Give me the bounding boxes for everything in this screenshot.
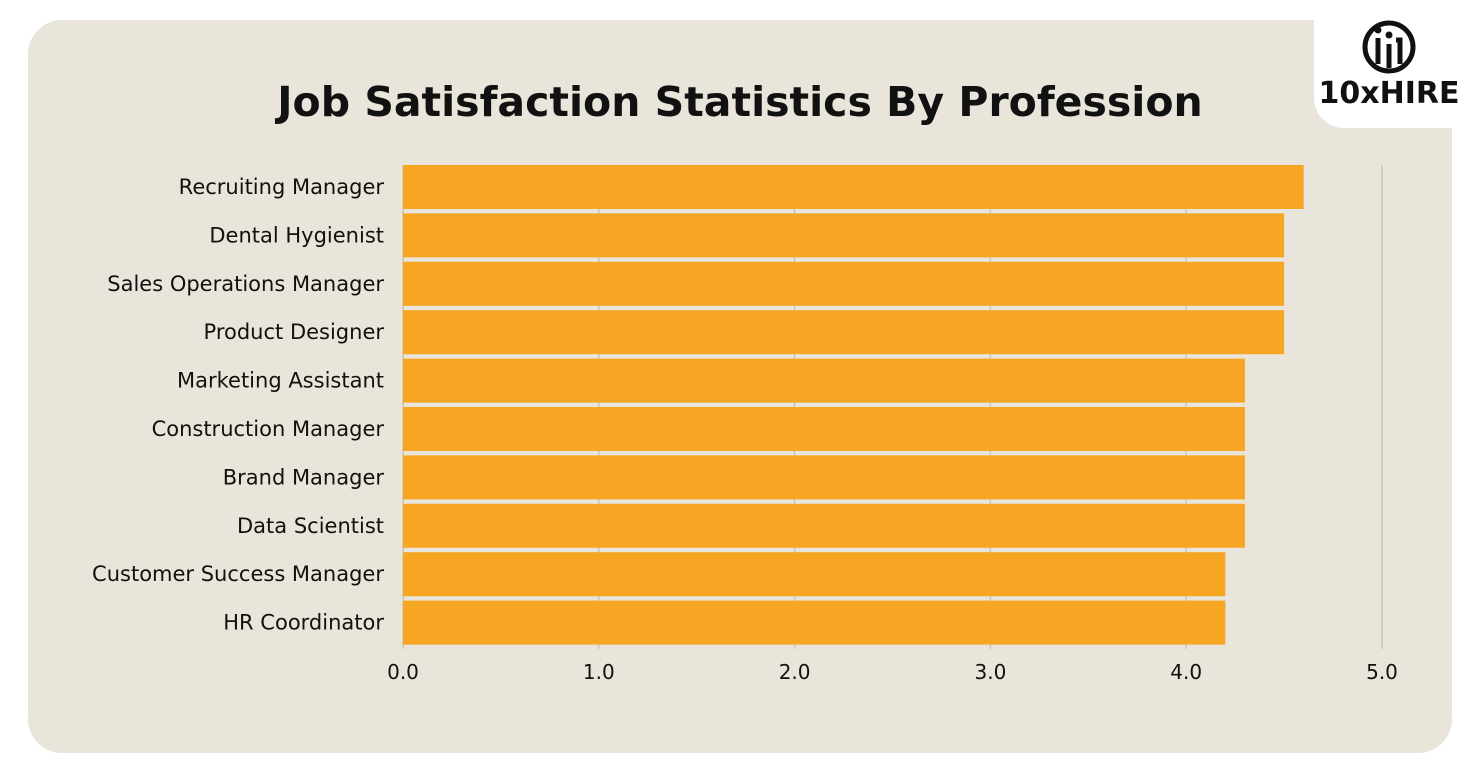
x-tick-label: 2.0 (779, 660, 811, 684)
category-label: Product Designer (204, 320, 385, 344)
bar (403, 455, 1245, 500)
category-label: Recruiting Manager (179, 175, 385, 199)
bar (403, 552, 1226, 597)
brand-name: 10xHIRE (1318, 76, 1460, 111)
bar (403, 600, 1226, 645)
bars (403, 165, 1304, 645)
category-label: Dental Hygienist (209, 223, 384, 247)
brand-logo-icon (1362, 20, 1416, 74)
bar (403, 165, 1304, 209)
category-label: Sales Operations Manager (107, 272, 384, 296)
brand-logo: 10xHIRE (1314, 14, 1464, 114)
category-label: Marketing Assistant (177, 369, 384, 393)
bar (403, 261, 1285, 306)
bar (403, 358, 1245, 403)
category-label: Data Scientist (237, 514, 384, 538)
chart-title: Job Satisfaction Statistics By Professio… (277, 78, 1203, 126)
x-tick-labels: 0.0 1.0 2.0 3.0 4.0 5.0 (387, 660, 1398, 684)
category-labels: Recruiting Manager Dental Hygienist Sales … (92, 175, 384, 635)
category-label: Brand Manager (223, 465, 385, 489)
bar (403, 213, 1285, 258)
bar (403, 407, 1245, 451)
category-label: Construction Manager (152, 417, 385, 441)
bar (403, 310, 1285, 355)
x-tick-label: 3.0 (974, 660, 1006, 684)
x-tick-label: 5.0 (1366, 660, 1398, 684)
category-label: Customer Success Manager (92, 562, 384, 586)
x-tick-label: 0.0 (387, 660, 419, 684)
x-tick-label: 4.0 (1170, 660, 1202, 684)
x-tick-label: 1.0 (583, 660, 615, 684)
logo-notch (1314, 0, 1480, 128)
bar (403, 503, 1245, 548)
category-label: HR Coordinator (223, 611, 384, 635)
